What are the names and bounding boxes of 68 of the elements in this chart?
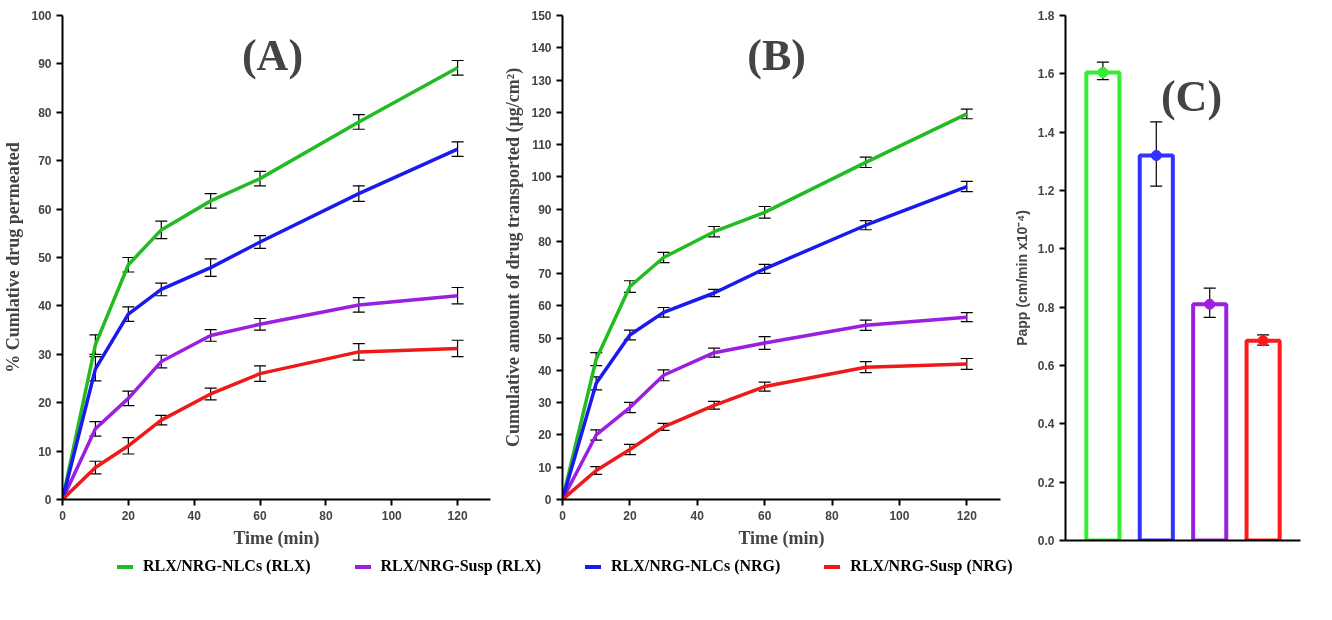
legend-label: RLX/NRG-NLCs (RLX) bbox=[142, 557, 311, 574]
x-tick-label: 20 bbox=[623, 508, 637, 523]
y-tick-label: 40 bbox=[538, 363, 552, 378]
y-tick-label: 20 bbox=[538, 428, 552, 443]
y-axis-title: Cumulative amount of drug transported (µg/cm²) bbox=[503, 67, 525, 448]
legend-label: RLX/NRG-Susp (RLX) bbox=[379, 557, 542, 574]
y-tick-label: 50 bbox=[538, 331, 552, 346]
y-tick-label: 140 bbox=[531, 41, 552, 56]
y-tick-label: 120 bbox=[531, 105, 552, 120]
annotation: (B) bbox=[747, 30, 807, 80]
x-tick-label: 80 bbox=[825, 508, 840, 523]
line-series bbox=[62, 346, 460, 500]
legend-label: RLX/NRG-NLCs (NRG) bbox=[610, 557, 781, 574]
x-axis-title: Time (min) bbox=[233, 527, 320, 549]
line-series bbox=[562, 362, 969, 500]
y-tick-label: 10 bbox=[38, 444, 52, 459]
y-tick-label: 30 bbox=[538, 396, 552, 411]
y-tick-label: 30 bbox=[38, 347, 52, 362]
x-tick-label: 120 bbox=[447, 508, 468, 523]
y-tick-label: 0.6 bbox=[1037, 359, 1055, 373]
x-tick-label: 60 bbox=[757, 508, 772, 523]
x-tick-label: 40 bbox=[187, 508, 202, 523]
y-tick-label: 20 bbox=[38, 396, 52, 411]
y-axis-title: Papp (cm/min x10⁻⁴) bbox=[1013, 210, 1030, 346]
y-tick-label: 1.4 bbox=[1037, 125, 1055, 140]
x-tick-label: 100 bbox=[889, 508, 910, 523]
y-axis-title: % Cumlative drug permeated bbox=[3, 142, 24, 373]
y-tick-label: 70 bbox=[38, 154, 52, 169]
y-tick-label: 90 bbox=[538, 202, 552, 217]
y-tick-label: 1.8 bbox=[1037, 9, 1055, 23]
x-tick-label: 60 bbox=[253, 508, 268, 523]
y-tick-label: 1.0 bbox=[1037, 242, 1055, 257]
y-tick-label: 100 bbox=[531, 170, 552, 185]
y-tick-label: 70 bbox=[538, 267, 552, 282]
point bbox=[1204, 298, 1216, 310]
y-tick-label: 0 bbox=[544, 493, 552, 507]
y-tick-label: 0.4 bbox=[1037, 417, 1055, 432]
y-tick-label: 150 bbox=[531, 9, 552, 23]
y-tick-label: 40 bbox=[38, 299, 52, 314]
y-tick-label: 1.6 bbox=[1037, 67, 1055, 82]
y-tick-label: 0.2 bbox=[1037, 475, 1055, 490]
y-tick-label: 100 bbox=[31, 9, 52, 23]
point bbox=[1150, 150, 1162, 161]
x-tick-label: 0 bbox=[59, 508, 67, 523]
point bbox=[1097, 66, 1109, 78]
y-tick-label: 10 bbox=[538, 460, 552, 475]
y-tick-label: 0.8 bbox=[1037, 300, 1055, 315]
x-tick-label: 80 bbox=[319, 508, 333, 523]
y-tick-label: 60 bbox=[538, 299, 552, 314]
x-axis-title: Time (min) bbox=[738, 527, 825, 549]
legend-label: RLX/NRG-Susp (NRG) bbox=[849, 557, 1013, 574]
x-tick-label: 20 bbox=[121, 508, 136, 523]
x-tick-label: 120 bbox=[956, 508, 978, 523]
y-tick-label: 110 bbox=[532, 138, 552, 153]
y-tick-label: 0.0 bbox=[1037, 534, 1055, 548]
x-tick-label: 40 bbox=[690, 508, 705, 523]
y-tick-label: 80 bbox=[538, 234, 552, 249]
annotation: (C) bbox=[1160, 71, 1223, 121]
annotation: (A) bbox=[241, 30, 304, 80]
y-tick-label: 90 bbox=[38, 57, 52, 72]
y-tick-label: 1.2 bbox=[1037, 184, 1055, 198]
y-tick-label: 80 bbox=[38, 105, 52, 120]
y-tick-label: 130 bbox=[531, 73, 552, 88]
y-tick-label: 50 bbox=[38, 251, 52, 265]
x-tick-label: 0 bbox=[559, 508, 567, 523]
y-tick-label: 60 bbox=[38, 202, 52, 217]
y-tick-label: 0 bbox=[44, 493, 52, 507]
x-tick-label: 100 bbox=[381, 508, 403, 523]
